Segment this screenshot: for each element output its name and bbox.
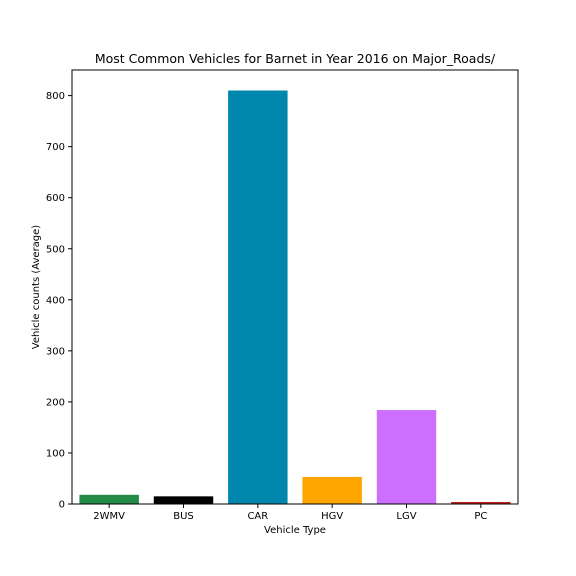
bar-hgv <box>302 476 362 504</box>
bars-group <box>79 90 511 504</box>
x-tick-label: PC <box>474 511 487 522</box>
bar-lgv <box>376 410 437 504</box>
y-tick-label: 700 <box>46 142 65 153</box>
bar-pc <box>451 501 511 504</box>
y-axis-label: Vehicle counts (Average) <box>31 225 42 350</box>
y-tick-label: 300 <box>46 346 65 357</box>
bar-car <box>228 90 288 504</box>
y-tick-label: 500 <box>46 244 65 255</box>
x-tick-label: 2WMV <box>93 511 125 522</box>
x-tick-label: HGV <box>321 511 343 522</box>
y-tick-label: 800 <box>46 91 65 102</box>
y-tick-label: 0 <box>59 500 65 511</box>
x-tick-label: LGV <box>396 511 416 522</box>
x-tick-label: BUS <box>173 511 194 522</box>
y-tick-label: 100 <box>46 448 65 459</box>
plot-frame <box>71 69 519 505</box>
y-tick-label: 200 <box>46 397 65 408</box>
x-axis: 2WMV BUS CAR HGV LGV PC <box>93 504 487 522</box>
y-tick-label: 600 <box>46 193 65 204</box>
y-tick-label: 400 <box>46 295 65 306</box>
x-axis-label: Vehicle Type <box>264 525 326 536</box>
y-axis: 0 100 200 300 400 500 600 700 800 <box>46 91 72 511</box>
bar-2wmv <box>79 494 139 504</box>
bar-bus <box>153 496 214 504</box>
chart-title: Most Common Vehicles for Barnet in Year … <box>95 51 496 66</box>
x-tick-label: CAR <box>247 511 268 522</box>
